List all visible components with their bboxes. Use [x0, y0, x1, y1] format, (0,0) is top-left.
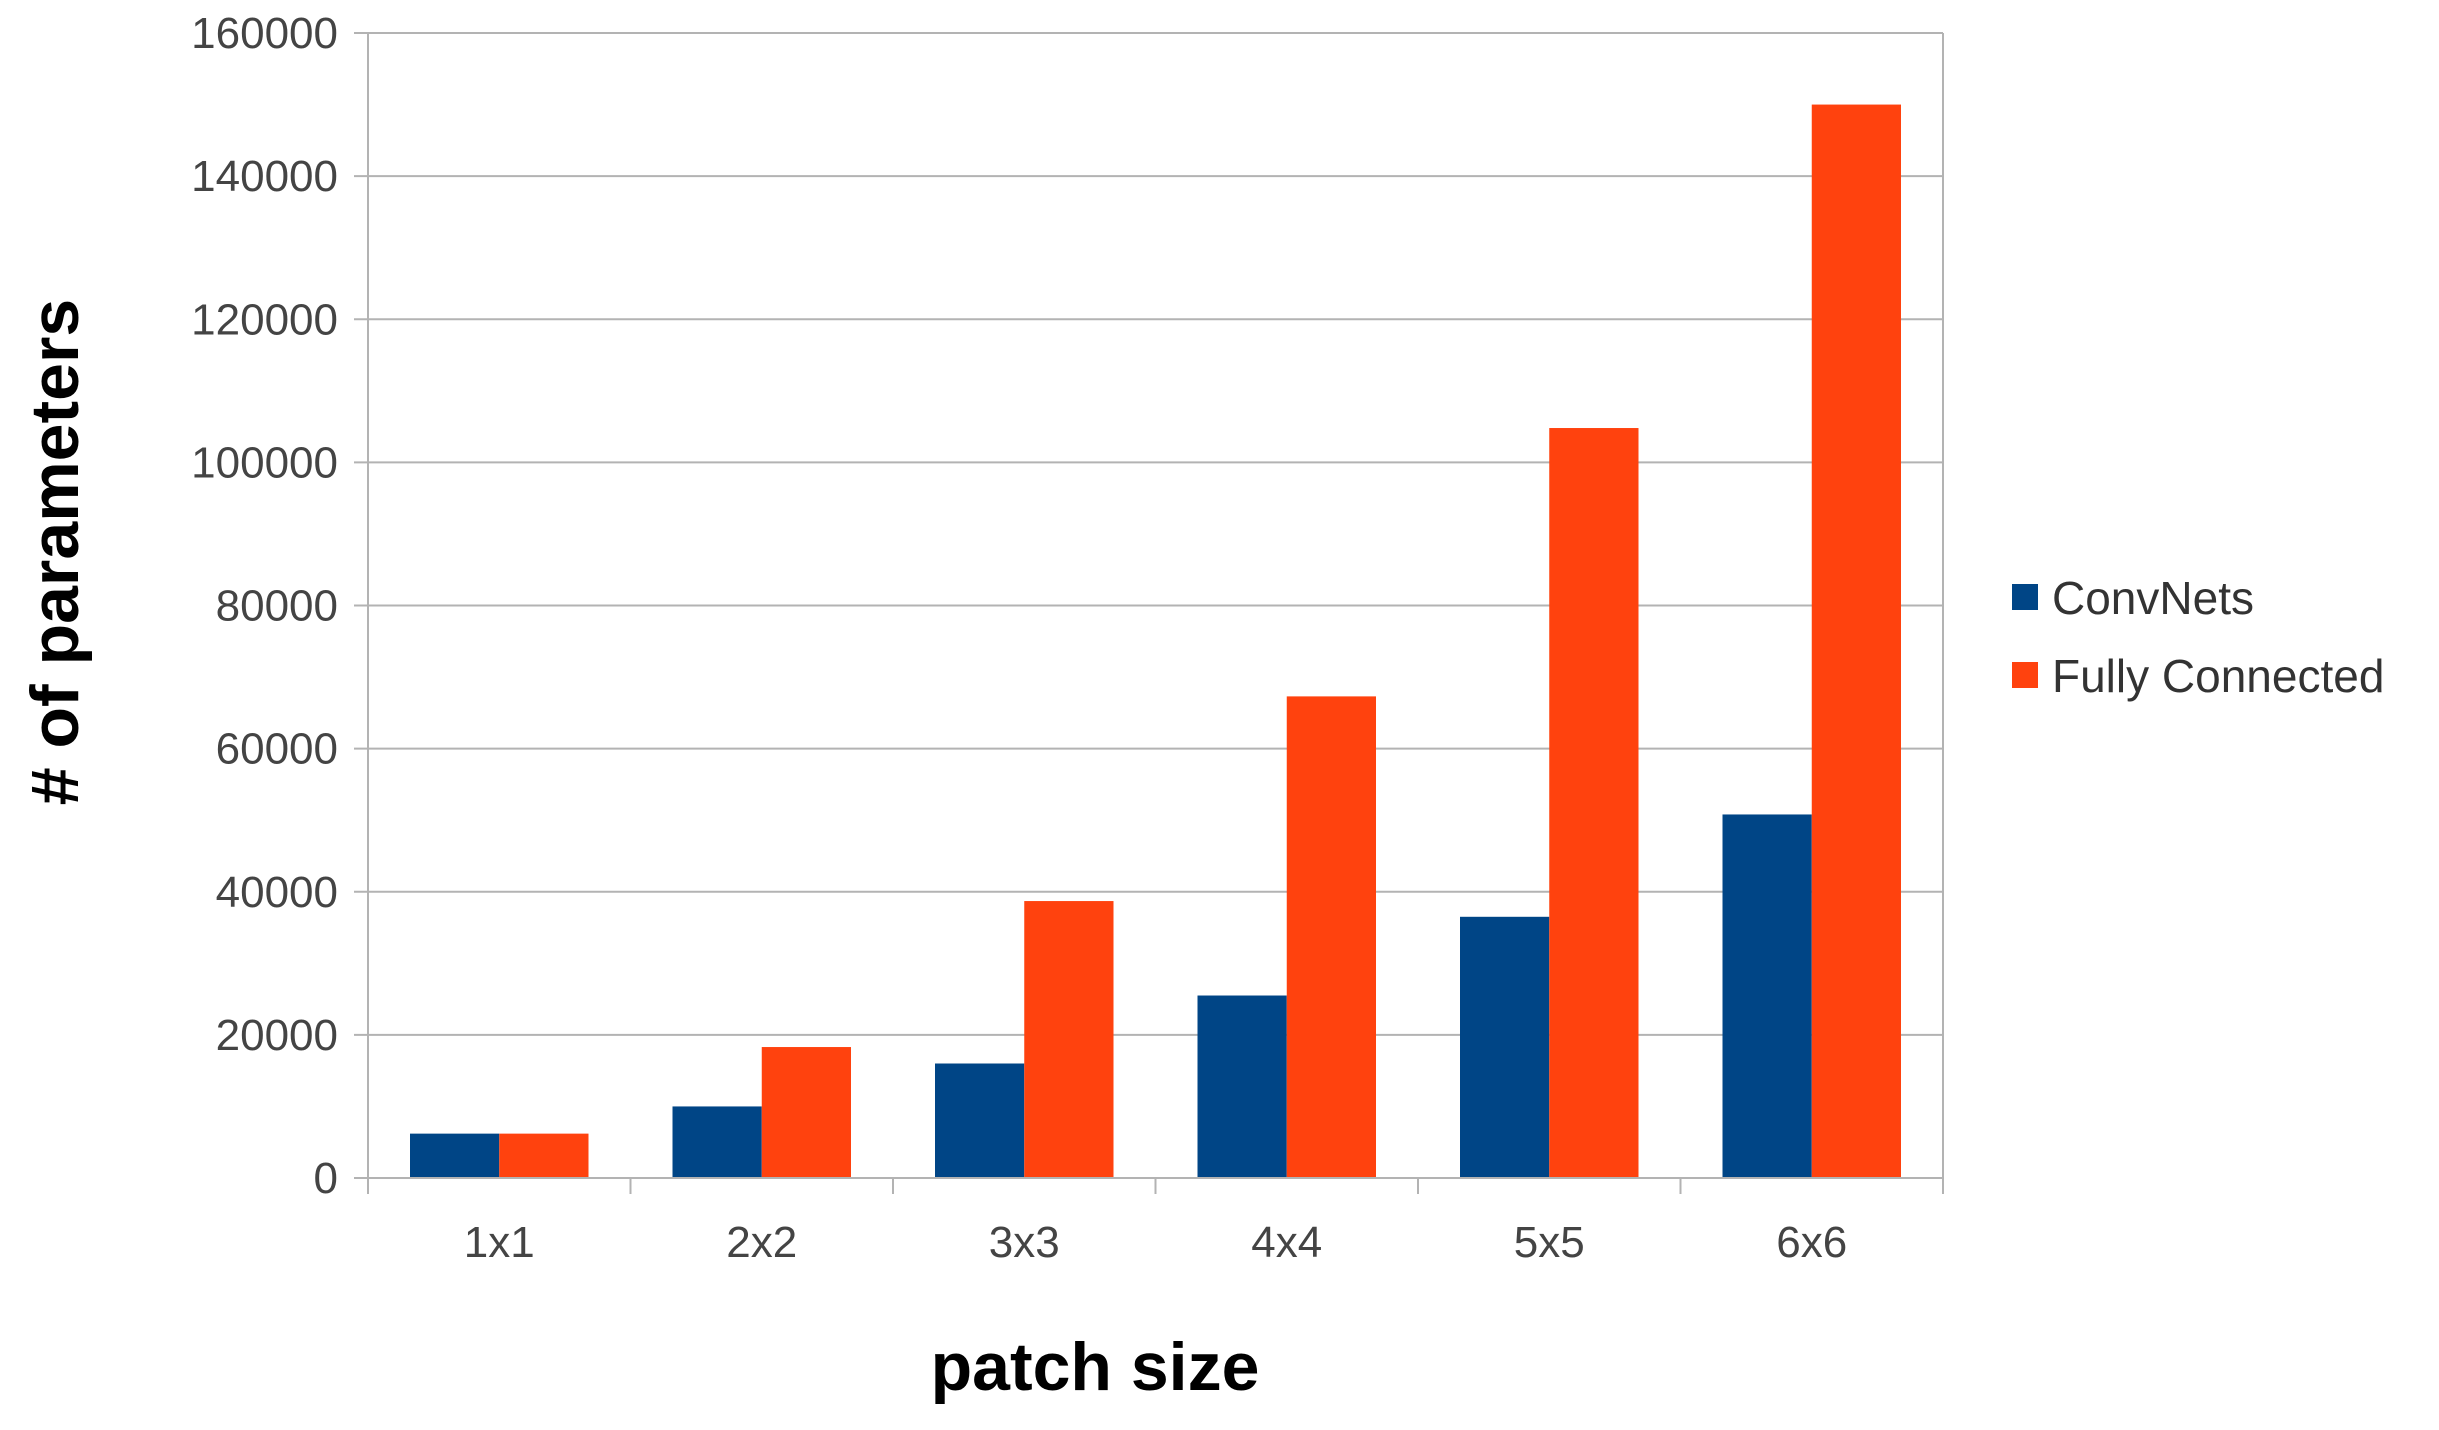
bar-fully-connected-4x4: [1286, 696, 1376, 1178]
bar-convnets-6x6: [1722, 814, 1812, 1178]
x-axis-title: patch size: [931, 1329, 1260, 1405]
y-tick-label-0: 0: [314, 1154, 338, 1203]
legend-label-convnets: ConvNets: [2052, 572, 2254, 624]
x-tick-label-2: 3x3: [989, 1218, 1060, 1267]
axes: [354, 32, 1944, 1194]
y-tick-label-8: 160000: [191, 9, 338, 58]
y-tick-labels: 0 20000 40000 60000 80000 100000 120000 140000 1…: [191, 9, 338, 1203]
y-tick-label-3: 60000: [216, 725, 338, 774]
x-tick-label-4: 5x5: [1514, 1218, 1585, 1267]
legend-swatch-convnets: [2012, 584, 2038, 610]
x-tick-label-5: 6x6: [1776, 1218, 1847, 1267]
y-tick-label-7: 140000: [191, 152, 338, 201]
x-tick-label-3: 4x4: [1251, 1218, 1322, 1267]
bar-convnets-3x3: [935, 1063, 1025, 1178]
y-tick-label-6: 120000: [191, 295, 338, 344]
y-tick-label-4: 80000: [216, 582, 338, 631]
x-tick-label-0: 1x1: [464, 1218, 535, 1267]
bar-fully-connected-1x1: [499, 1133, 589, 1178]
bar-fully-connected-5x5: [1549, 428, 1639, 1178]
y-axis-title: # of parameters: [17, 299, 93, 805]
y-tick-label-5: 100000: [191, 438, 338, 487]
y-tick-label-2: 40000: [216, 868, 338, 917]
x-tick-labels: 1x1 2x2 3x3 4x4 5x5 6x6: [464, 1218, 1847, 1267]
bars: [410, 104, 1901, 1178]
x-tick-label-1: 2x2: [726, 1218, 797, 1267]
legend-swatch-fully-connected: [2012, 662, 2038, 688]
legend: ConvNets Fully Connected: [2012, 572, 2384, 702]
bar-fully-connected-2x2: [761, 1047, 851, 1178]
legend-label-fully-connected: Fully Connected: [2052, 650, 2384, 702]
y-tick-label-1: 20000: [216, 1011, 338, 1060]
bar-convnets-1x1: [410, 1133, 500, 1178]
bar-fully-connected-3x3: [1024, 901, 1114, 1178]
bar-convnets-5x5: [1460, 916, 1550, 1178]
grid-lines: [368, 32, 1943, 1179]
bar-convnets-2x2: [672, 1106, 762, 1178]
bar-fully-connected-6x6: [1811, 104, 1901, 1178]
bar-convnets-4x4: [1197, 995, 1287, 1178]
